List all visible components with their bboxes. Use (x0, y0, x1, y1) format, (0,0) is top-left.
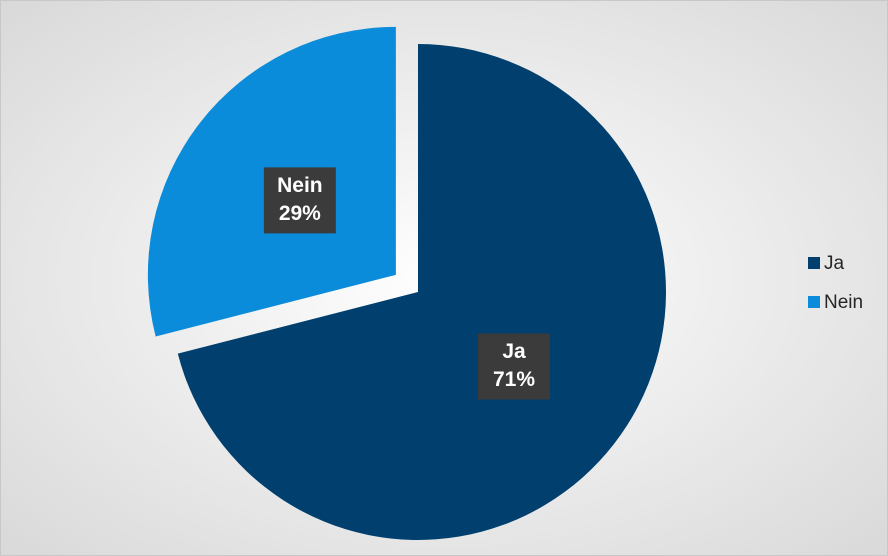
data-label-box (478, 333, 551, 400)
legend-swatch (808, 296, 820, 308)
data-label-category: Nein (277, 174, 323, 197)
data-label-category: Ja (502, 340, 526, 363)
data-label-value: 29% (279, 202, 321, 225)
data-label-value: 71% (493, 368, 535, 391)
legend-label: Nein (824, 292, 863, 313)
pie-slice (177, 44, 666, 540)
legend-label: Ja (824, 253, 845, 274)
legend: Ja Nein (808, 253, 863, 313)
data-label-box (263, 167, 336, 234)
legend-swatch (808, 257, 820, 269)
data-labels: Ja 71% Nein 29% (263, 167, 551, 400)
